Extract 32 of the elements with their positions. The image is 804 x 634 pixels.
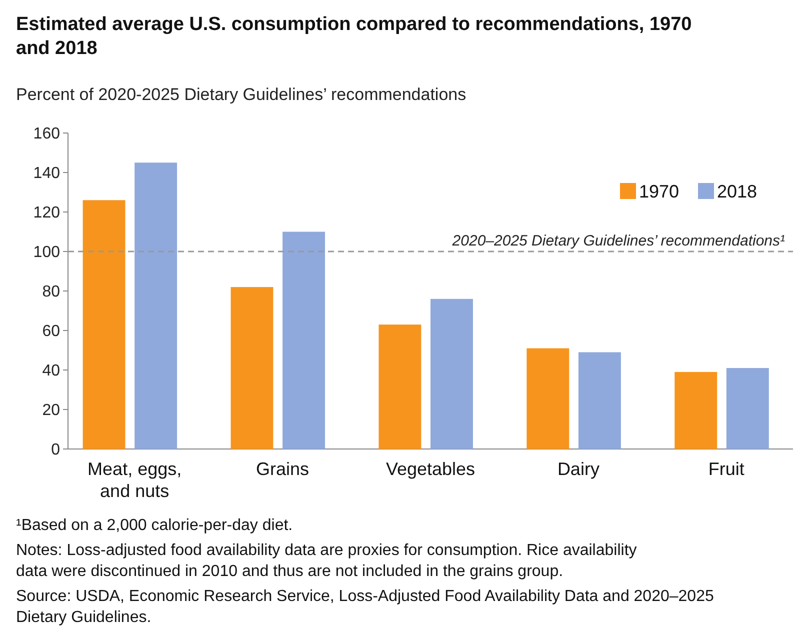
y-tick-label: 80 xyxy=(42,284,60,301)
bar xyxy=(282,232,326,449)
bar xyxy=(230,287,274,449)
bar xyxy=(726,368,769,449)
bar xyxy=(674,372,718,449)
x-tick-label: Vegetables xyxy=(386,459,476,479)
y-tick-label: 20 xyxy=(42,402,60,420)
chart-title: Estimated average U.S. consumption compared to recommendations, 1970 and 2018 xyxy=(16,14,692,59)
x-tick-label: Dairy xyxy=(557,459,600,479)
y-tick-label: 100 xyxy=(33,244,60,262)
y-tick-label: 160 xyxy=(33,126,60,143)
bar xyxy=(578,352,621,449)
y-tick-label: 40 xyxy=(42,362,60,380)
x-tick-label: Meat, eggs, and nuts xyxy=(88,459,182,501)
y-tick-label: 140 xyxy=(33,165,60,182)
bar xyxy=(134,162,178,449)
x-tick-label: Grains xyxy=(256,459,310,479)
ref-line-label: 2020–2025 Dietary Guidelines’ recommendations¹ xyxy=(451,232,785,250)
legend-label: 1970 xyxy=(639,181,680,202)
x-tick-label: Fruit xyxy=(708,459,744,479)
bar xyxy=(82,200,126,449)
y-tick-label: 0 xyxy=(51,442,60,459)
legend-label: 2018 xyxy=(717,181,758,202)
y-tick-label: 60 xyxy=(42,323,60,340)
chart-subtitle: Percent of 2020-2025 Dietary Guidelines’ recommendations xyxy=(16,85,466,104)
text: ¹Based on a 2,000 calorie-per-day diet. xyxy=(16,517,293,534)
source-note: Source: USDA, Economic Research Service, Loss-Adjusted Food Availability Data and 2020–2025 Dietary Guidelines. xyxy=(16,588,714,626)
text: Notes: Loss-adjusted food availability data are proxies for consumption. Rice availability data were discontinued in 2010 and thus are not included in the grains group. xyxy=(16,542,637,580)
bar xyxy=(430,298,473,449)
bar xyxy=(378,324,422,449)
y-tick-label: 120 xyxy=(33,204,60,222)
bar xyxy=(526,348,570,449)
